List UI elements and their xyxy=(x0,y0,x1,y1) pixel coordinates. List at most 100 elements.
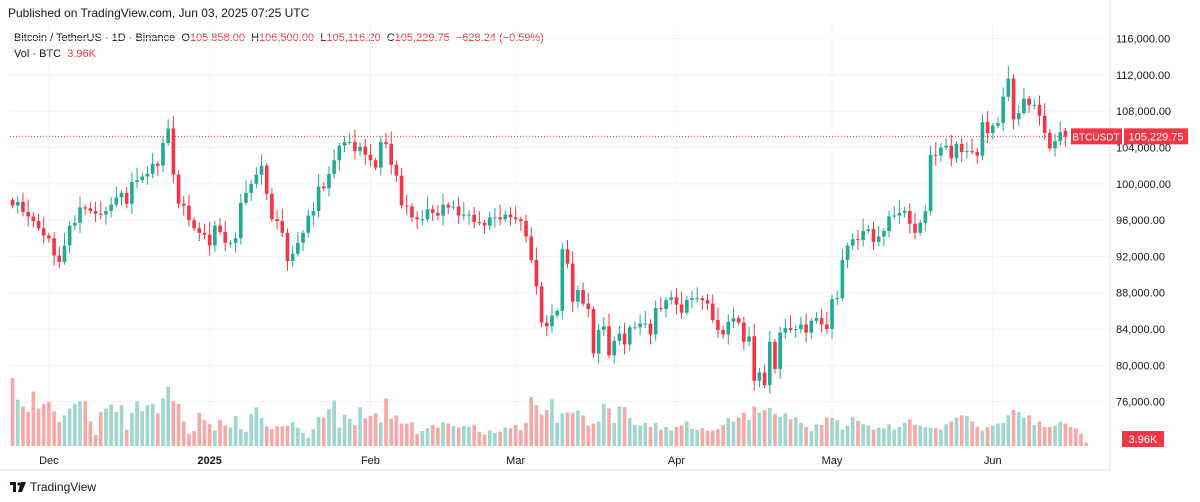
y-tick-label: 96,000.00 xyxy=(1116,215,1165,227)
candle-body xyxy=(721,329,725,335)
candle-body xyxy=(451,206,456,208)
candle-body xyxy=(155,163,160,166)
volume-bar xyxy=(342,414,347,446)
volume-bar xyxy=(939,429,943,446)
volume-bar xyxy=(835,420,840,446)
volume-bar xyxy=(1084,442,1088,446)
candle-body xyxy=(166,128,170,143)
volume-bar xyxy=(430,424,435,446)
volume-bar xyxy=(62,415,67,446)
x-tick-label: Jun xyxy=(984,455,1002,467)
volume-bar xyxy=(181,421,186,446)
volume-bar xyxy=(902,422,907,446)
candle-body xyxy=(762,372,767,386)
volume-bar xyxy=(353,424,357,446)
candle-body xyxy=(908,211,912,224)
close-value: 105,229.75 xyxy=(394,32,450,44)
candle-body xyxy=(928,154,933,212)
volume-bar xyxy=(721,424,725,446)
volume-bar xyxy=(809,431,814,446)
volume-bar xyxy=(804,426,808,446)
candle-body xyxy=(384,142,388,144)
volume-bar xyxy=(959,415,964,446)
volume-bar xyxy=(752,406,757,446)
volume-bar xyxy=(461,426,466,446)
high-value: 106,500.00 xyxy=(259,32,315,44)
candle-body xyxy=(607,326,611,356)
volume-bar xyxy=(301,433,305,446)
candle-body xyxy=(840,260,845,299)
volume-bar xyxy=(1068,426,1073,446)
volume-bar xyxy=(290,422,295,446)
candle-body xyxy=(980,122,985,156)
candle-body xyxy=(643,323,648,325)
candle-body xyxy=(653,308,658,335)
candle-body xyxy=(560,249,565,311)
candle-body xyxy=(1053,141,1057,149)
candle-body xyxy=(31,216,36,222)
x-tick-label: May xyxy=(822,455,843,467)
volume-bar xyxy=(1011,409,1016,446)
volume-bar xyxy=(591,423,596,446)
candle-body xyxy=(10,200,15,206)
candle-body xyxy=(519,219,523,222)
candle-body xyxy=(404,205,409,207)
candle-body xyxy=(736,318,741,323)
candle-body xyxy=(684,299,689,313)
candle-body xyxy=(550,315,554,327)
volume-bar xyxy=(436,427,440,446)
candle-body xyxy=(819,318,824,325)
last-price-tag-bg xyxy=(1124,128,1188,145)
volume-bar xyxy=(534,405,539,446)
candle-body xyxy=(700,298,705,300)
candle-body xyxy=(1048,132,1052,149)
candle-body xyxy=(238,202,243,239)
volume-bar xyxy=(503,427,508,446)
candle-body xyxy=(353,142,357,152)
volume-bar xyxy=(98,412,103,446)
volume-bar xyxy=(716,429,720,446)
candle-body xyxy=(856,239,860,241)
candle-body xyxy=(949,145,954,159)
volume-bar xyxy=(944,424,948,446)
volume-bar xyxy=(306,437,311,446)
volume-bar xyxy=(275,426,279,446)
volume-bar xyxy=(410,422,414,446)
candle-body xyxy=(275,219,279,222)
candle-body xyxy=(316,186,321,212)
volume-bar xyxy=(36,408,41,446)
candle-body xyxy=(638,323,642,328)
tradingview-logo-icon xyxy=(10,482,26,492)
volume-bar xyxy=(695,429,699,446)
volume-bar xyxy=(389,418,394,446)
x-tick-label: 2025 xyxy=(197,455,221,467)
volume-bar xyxy=(684,421,689,446)
volume-bar xyxy=(10,378,15,446)
candle-body xyxy=(659,308,663,310)
candle-body xyxy=(109,204,113,212)
volume-bar xyxy=(908,419,912,446)
volume-bar xyxy=(155,413,160,446)
x-tick-label: Apr xyxy=(668,455,685,467)
candle-body xyxy=(809,320,814,333)
tradingview-brand[interactable]: TradingView xyxy=(10,480,96,494)
volume-bar xyxy=(607,408,611,446)
candle-body xyxy=(249,183,253,193)
candle-body xyxy=(570,263,575,302)
candle-body xyxy=(213,225,217,246)
volume-bar xyxy=(762,409,767,446)
y-tick-label: 104,000.00 xyxy=(1116,143,1171,155)
volume-bar xyxy=(633,424,637,446)
volume-bar xyxy=(93,435,98,446)
candle-body xyxy=(897,212,902,216)
candle-body xyxy=(57,255,62,262)
volume-bar xyxy=(207,424,212,446)
volume-bar xyxy=(1001,422,1005,446)
volume-bar xyxy=(1079,433,1083,446)
volume-bar xyxy=(399,423,404,446)
symbol-label[interactable]: Bitcoin / TetherUS · 1D · Binance xyxy=(14,32,176,44)
volume-bar xyxy=(897,426,902,446)
volume-bar xyxy=(187,433,191,446)
y-tick-label: 88,000.00 xyxy=(1116,288,1165,300)
